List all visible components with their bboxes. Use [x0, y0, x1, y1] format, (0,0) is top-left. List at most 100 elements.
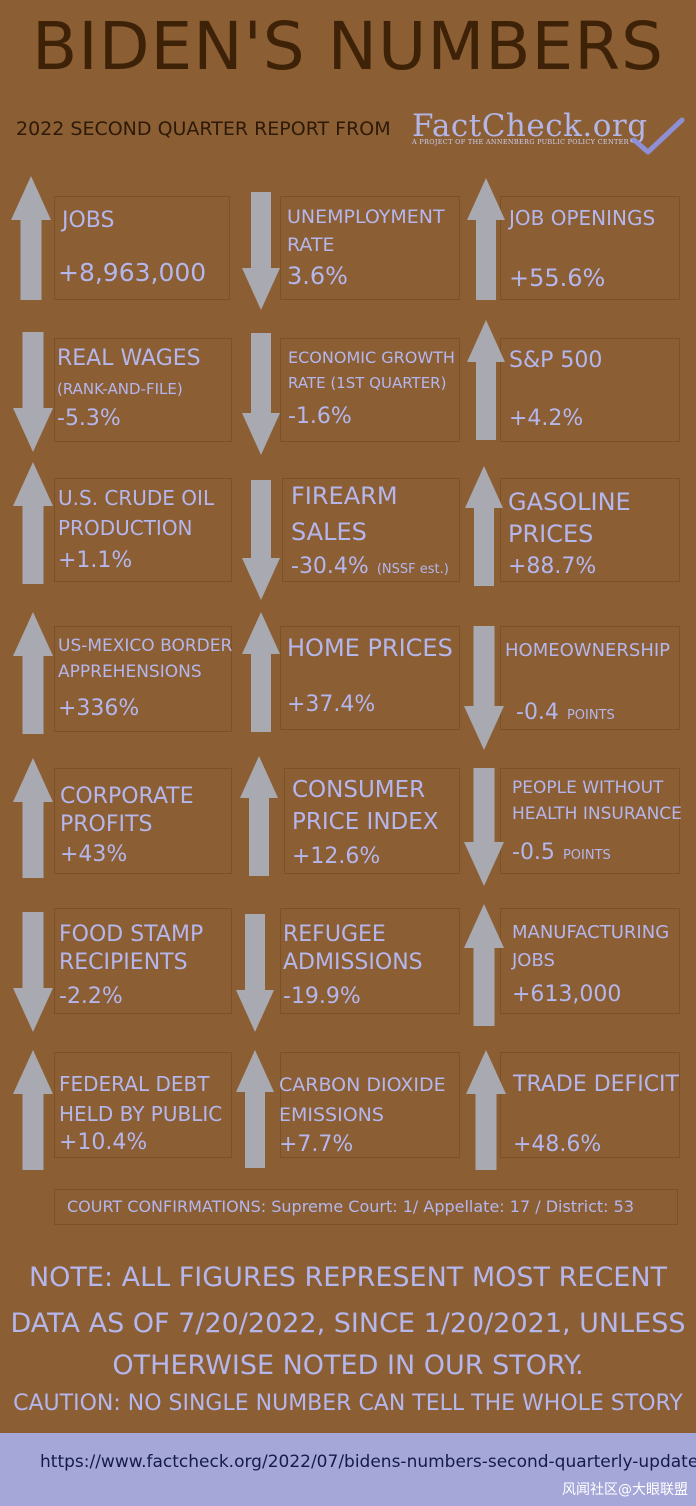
metric-value: -2.2%: [59, 984, 123, 1009]
metric-value: +4.2%: [509, 406, 583, 431]
metric-box: [500, 768, 680, 874]
logo-text: FactCheck.org: [412, 108, 648, 144]
arrow-down-icon: [236, 914, 274, 1032]
metric-label: CORPORATE: [60, 784, 194, 809]
metric-value-text: +12.6%: [292, 844, 381, 869]
metric-value-text: +10.4%: [59, 1130, 148, 1155]
metric-label-line-2: EMISSIONS: [279, 1104, 384, 1126]
metric-value: -5.3%: [57, 406, 121, 431]
metric-note: POINTS: [562, 848, 611, 863]
metric-box: [54, 478, 232, 582]
checkmark-icon: [631, 117, 685, 155]
metric-box: [280, 626, 460, 730]
metric-value: +8,963,000: [58, 258, 206, 287]
metric-value-text: +55.6%: [509, 264, 606, 292]
metric-value: +10.4%: [59, 1130, 147, 1155]
metric-value-text: +48.6%: [513, 1132, 602, 1157]
metric-label: FEDERAL DEBT: [59, 1072, 210, 1096]
court-confirmations: COURT CONFIRMATIONS: Supreme Court: 1/ A…: [54, 1189, 678, 1225]
metric-box: [54, 338, 232, 442]
metric-box: [54, 1052, 232, 1158]
metric-label: JOB OPENINGS: [509, 206, 656, 230]
logo-tagline: A PROJECT OF THE ANNENBERG PUBLIC POLICY…: [412, 138, 629, 146]
metric-label-line-2: ADMISSIONS: [283, 950, 423, 975]
metric-label: TRADE DEFICIT: [513, 1072, 679, 1097]
metric-label: FIREARM: [291, 482, 398, 510]
metric-value-text: -1.6%: [288, 404, 352, 429]
metric-label: GASOLINE: [508, 488, 631, 516]
arrow-up-icon: [13, 462, 53, 584]
metric-value: +613,000: [512, 982, 621, 1007]
metric-box: [280, 1052, 460, 1158]
metric-label: US-MEXICO BORDER: [58, 636, 233, 656]
metric-box: [500, 908, 680, 1014]
arrow-up-icon: [464, 904, 504, 1026]
arrow-up-icon: [467, 178, 505, 300]
footer-bar: https://www.factcheck.org/2022/07/bidens…: [0, 1433, 696, 1506]
arrow-up-icon: [466, 1050, 506, 1170]
arrow-up-icon: [13, 1050, 53, 1170]
watermark: 风闻社区@大眼联盟: [562, 1482, 688, 1498]
metric-label: CONSUMER: [292, 777, 426, 803]
metric-value: -19.9%: [283, 984, 361, 1009]
metric-box: [280, 908, 460, 1014]
metric-box: [54, 196, 230, 300]
arrow-up-icon: [11, 176, 51, 300]
metric-value-text: +4.2%: [509, 406, 584, 431]
arrow-down-icon: [464, 626, 504, 750]
arrow-down-icon: [13, 332, 53, 452]
metric-value-text: -2.2%: [59, 984, 123, 1009]
metric-label-line-2: PRICES: [508, 520, 594, 548]
metric-value: +1.1%: [58, 548, 132, 573]
metric-value: -0.4 POINTS: [516, 700, 615, 725]
metric-box: [500, 1052, 680, 1158]
metric-value: +43%: [60, 842, 127, 867]
metric-label-line-2: SALES: [291, 518, 367, 546]
metric-value-text: +336%: [58, 696, 140, 721]
metric-box: [500, 338, 680, 442]
metric-value: +12.6%: [292, 844, 380, 869]
metric-label: FOOD STAMP: [59, 922, 204, 947]
metric-label: REAL WAGES: [57, 346, 201, 371]
metric-label-line-2: HEALTH INSURANCE: [512, 804, 682, 824]
metric-label: PEOPLE WITHOUT: [512, 778, 664, 798]
metric-note: POINTS: [566, 708, 615, 723]
metric-label: U.S. CRUDE OIL: [58, 486, 215, 510]
metric-box: [280, 196, 460, 300]
metric-label-line-2: APPREHENSIONS: [58, 662, 202, 682]
metric-box: [500, 626, 680, 730]
arrow-down-icon: [242, 333, 280, 455]
metric-value-text: +8,963,000: [58, 258, 207, 287]
factcheck-logo[interactable]: FactCheck.org A PROJECT OF THE ANNENBERG…: [412, 108, 685, 158]
arrow-up-icon: [242, 612, 280, 732]
metric-box: [280, 338, 460, 442]
metric-value-text: -5.3%: [57, 406, 121, 431]
metric-label-line-2: RATE: [287, 234, 335, 256]
arrow-down-icon: [464, 768, 504, 886]
metric-value: 3.6%: [287, 262, 348, 290]
metric-value-text: +37.4%: [287, 692, 376, 717]
arrow-down-icon: [242, 480, 280, 600]
metric-value: +37.4%: [287, 692, 375, 717]
metric-value-text: +7.7%: [279, 1132, 354, 1157]
note-line-2: DATA AS OF 7/20/2022, SINCE 1/20/2021, U…: [10, 1308, 686, 1339]
note-line-3: OTHERWISE NOTED IN OUR STORY.: [112, 1350, 584, 1381]
metric-label: HOME PRICES: [287, 634, 453, 662]
metric-label-line-2: RATE (1ST QUARTER): [288, 374, 447, 392]
metric-label-line-2: PROFITS: [60, 812, 153, 837]
story-link[interactable]: https://www.factcheck.org/2022/07/bidens…: [40, 1452, 696, 1472]
metric-label: CARBON DIOXIDE: [279, 1074, 446, 1096]
metric-value-text: -19.9%: [283, 984, 361, 1009]
metric-label-line-2: HELD BY PUBLIC: [59, 1102, 223, 1126]
metric-value: -0.5 POINTS: [512, 840, 611, 865]
arrow-down-icon: [13, 912, 53, 1032]
metric-value: -30.4% (NSSF est.): [291, 554, 449, 579]
metric-value-text: +613,000: [512, 982, 622, 1007]
metric-value: +7.7%: [279, 1132, 353, 1157]
metric-value-text: -0.5: [512, 840, 555, 865]
metric-value: +55.6%: [509, 264, 605, 292]
report-subtitle: 2022 SECOND QUARTER REPORT FROM: [16, 118, 391, 140]
metric-label-line-2: JOBS: [512, 950, 555, 971]
metric-label-line-2: (RANK-AND-FILE): [57, 380, 183, 398]
arrow-up-icon: [467, 320, 505, 440]
